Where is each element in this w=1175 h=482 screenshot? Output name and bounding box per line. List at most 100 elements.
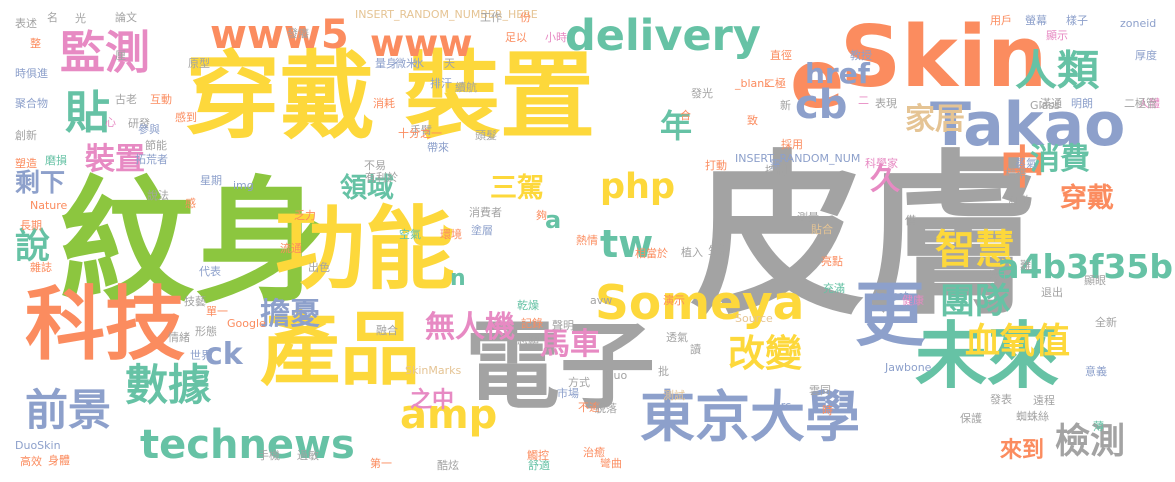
- cloud-word: 顯眼: [1084, 274, 1106, 287]
- cloud-word: amp: [400, 392, 498, 438]
- cloud-word: 手機: [258, 449, 280, 462]
- cloud-word: 感到: [175, 111, 197, 124]
- cloud-word: 流通: [280, 242, 302, 255]
- cloud-word: 科學家: [865, 157, 898, 170]
- cloud-word: 二: [858, 94, 869, 107]
- cloud-word: 頭髮: [475, 129, 497, 142]
- cloud-word: DuoSkin: [15, 439, 61, 452]
- cloud-word: 領域: [340, 173, 394, 204]
- cloud-word: 批: [658, 365, 669, 378]
- cloud-word: Glass: [1030, 99, 1060, 112]
- cloud-word: 東京大學: [640, 385, 861, 449]
- cloud-word: 數據: [125, 361, 211, 411]
- cloud-word: Duo: [605, 369, 628, 382]
- cloud-word: 穿戴: [1060, 183, 1114, 214]
- cloud-word: 聚合物: [15, 97, 48, 110]
- cloud-word: 代表: [199, 265, 221, 278]
- cloud-word: src: [775, 399, 792, 412]
- cloud-word: n: [450, 266, 466, 291]
- cloud-word: _blank: [735, 77, 771, 90]
- cloud-word: 不易: [364, 159, 386, 172]
- cloud-word: 形態: [195, 325, 217, 338]
- cloud-word: 意義: [1085, 365, 1107, 378]
- cloud-word: 直徑: [770, 49, 792, 62]
- cloud-word: 高效: [20, 455, 42, 468]
- cloud-word: 市場: [557, 387, 579, 400]
- cloud-word: 說法: [147, 189, 169, 202]
- cloud-word: 家居: [905, 102, 965, 137]
- cloud-word: 舒適: [528, 459, 550, 472]
- cloud-word: 年: [660, 107, 693, 145]
- cloud-word: 表現: [875, 97, 897, 110]
- cloud-word: 馬車: [540, 327, 600, 362]
- cloud-word: 天: [444, 57, 455, 70]
- cloud-word: 之中: [410, 388, 455, 413]
- cloud-word: 難: [1020, 259, 1031, 272]
- cloud-word: 心: [105, 116, 116, 129]
- cloud-word: 乏力: [294, 209, 316, 222]
- cloud-word: 志願: [517, 334, 539, 347]
- cloud-word: 來到: [1000, 438, 1045, 463]
- cloud-word: 植入: [681, 246, 703, 259]
- cloud-word: 紋身: [60, 164, 330, 321]
- cloud-word: 致: [747, 114, 758, 127]
- cloud-word: 皮膚: [690, 136, 1040, 339]
- cloud-word: 脫落: [595, 402, 617, 415]
- cloud-word: 雲同: [809, 384, 831, 397]
- cloud-word: 檢測: [1055, 422, 1126, 462]
- cloud-word: 第一: [370, 457, 392, 470]
- cloud-word: 相當於: [635, 247, 668, 260]
- cloud-word: 人類: [1015, 46, 1100, 95]
- cloud-word: 夠: [536, 209, 547, 222]
- cloud-word: 拓荒者: [135, 153, 168, 166]
- cloud-word: 不適: [578, 401, 600, 414]
- cloud-word: 保護: [960, 412, 982, 425]
- cloud-word: 塑造: [15, 157, 37, 170]
- cloud-word: Takao: [930, 90, 1126, 160]
- cloud-word: 帶來: [427, 141, 449, 154]
- cloud-word: a4b3f35b: [997, 247, 1173, 286]
- cloud-word: 光: [75, 12, 86, 25]
- cloud-word: 長期: [20, 219, 42, 232]
- cloud-word: 單一: [206, 305, 228, 318]
- cloud-word: 訂做: [1008, 194, 1030, 207]
- cloud-word: Nature: [30, 199, 68, 212]
- cloud-word: 合: [680, 109, 691, 122]
- cloud-word: 貼合: [811, 223, 833, 236]
- cloud-word: 退出: [1041, 286, 1063, 299]
- cloud-word: 需: [770, 158, 781, 171]
- cloud-word: 磨損: [45, 154, 67, 167]
- cloud-word: 厘: [115, 49, 126, 62]
- cloud-word: 打動: [705, 159, 727, 172]
- cloud-word: cb: [795, 82, 848, 128]
- cloud-word: 幾千: [988, 269, 1010, 282]
- cloud-word: 原型: [188, 57, 210, 70]
- cloud-word: delivery: [565, 11, 761, 61]
- cloud-word: 久: [870, 162, 900, 197]
- cloud-word: 論文: [115, 11, 137, 24]
- cloud-word: 充滿: [823, 282, 845, 295]
- cloud-word: 測試: [663, 389, 685, 402]
- cloud-word: 互動: [150, 93, 172, 106]
- cloud-word: 教授: [850, 49, 872, 62]
- cloud-word: 功能: [275, 197, 455, 302]
- cloud-word: a: [545, 206, 562, 234]
- cloud-word: 有利於: [365, 171, 398, 184]
- cloud-word: target: [875, 289, 909, 302]
- cloud-word: 剩下: [15, 168, 66, 197]
- cloud-word: 技藝: [184, 295, 206, 308]
- cloud-word: 亮點: [821, 255, 843, 268]
- cloud-word: 彎曲: [600, 457, 622, 470]
- cloud-word: 用戶: [990, 14, 1012, 27]
- cloud-word: 蜘蛛絲: [1016, 410, 1049, 423]
- cloud-word: 十分之一: [398, 127, 442, 140]
- cloud-word: e: [790, 33, 845, 126]
- cloud-word: 整: [30, 37, 41, 50]
- cloud-word: INSERT_RANDOM_NUM: [735, 152, 861, 165]
- cloud-word: 消費者: [469, 206, 502, 219]
- cloud-word: 融合: [376, 324, 398, 337]
- cloud-word: 治癒: [583, 446, 605, 459]
- cloud-word: 時: [822, 404, 833, 417]
- cloud-word: 監測: [60, 26, 151, 79]
